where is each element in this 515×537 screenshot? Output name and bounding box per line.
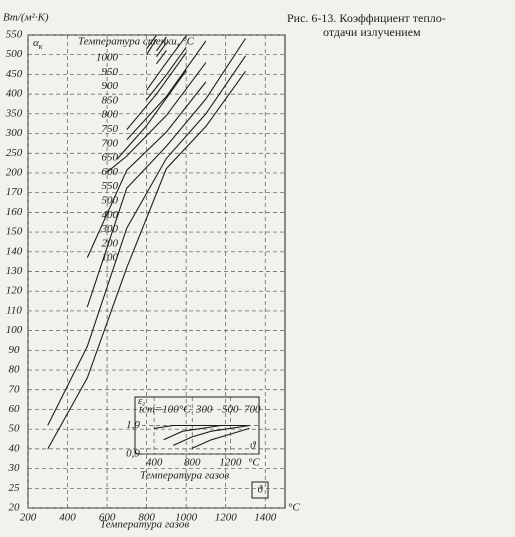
- y-tick-label: 50: [9, 423, 21, 435]
- series-label: 700: [244, 404, 261, 416]
- y-tick-label: 150: [6, 226, 23, 238]
- series-title: Температура стенки, °C: [78, 36, 195, 48]
- x-unit: °C: [288, 502, 300, 514]
- y-tick-label: 200: [6, 166, 23, 178]
- y-symbol: αк: [33, 37, 43, 51]
- y-tick-label: 110: [6, 304, 22, 316]
- series-label: tст=100°C: [139, 404, 191, 416]
- series-label: 700: [102, 137, 119, 149]
- series-label: 900: [102, 80, 119, 92]
- series-label: 600: [102, 166, 119, 178]
- inset-y-symbol-main: ε: [138, 395, 143, 407]
- series-label: 750: [102, 123, 119, 135]
- y-symbol-sub: к: [39, 42, 43, 51]
- x-tick-label: 400: [59, 512, 76, 524]
- caption-line: отдачи излучением: [323, 25, 421, 39]
- y-tick-label: 70: [9, 383, 21, 395]
- series-label: 950: [102, 66, 119, 78]
- y-symbol-main: α: [33, 37, 39, 49]
- data-line: [86, 81, 207, 258]
- data-line: [146, 34, 157, 50]
- series-label: 550: [102, 180, 119, 192]
- data-line: [47, 70, 246, 450]
- series-label: 1000: [96, 52, 119, 64]
- x-tick-label: 1200: [215, 512, 238, 524]
- inset-y-symbol: εг: [138, 395, 145, 408]
- inset-x-unit: °C: [248, 457, 260, 469]
- series-label: 300: [101, 223, 119, 235]
- data-line: [146, 46, 187, 100]
- data-line: [156, 50, 167, 65]
- y-tick-label: 20: [9, 502, 21, 514]
- y-tick-label: 40: [9, 442, 21, 454]
- y-tick-label: 100: [6, 324, 23, 336]
- y-tick-label: 60: [9, 403, 21, 415]
- y-tick-label: 130: [6, 265, 23, 277]
- data-line: [191, 427, 250, 449]
- y-tick-label: 25: [9, 482, 21, 494]
- y-tick-label: 30: [8, 462, 21, 474]
- inset-x-label: Температура газов: [140, 470, 229, 482]
- series-label: 100: [102, 252, 119, 264]
- data-line: [172, 424, 250, 446]
- data-line: [126, 40, 207, 141]
- caption-line: Рис. 6-13. Коэффициент тепло-: [287, 11, 446, 25]
- symbol: ϑ: [257, 484, 263, 496]
- data-line: [86, 38, 246, 308]
- data-line: [156, 36, 167, 52]
- data-line: [116, 70, 187, 160]
- x-tick-label: 600: [99, 512, 116, 524]
- x-tick-label: 1200: [219, 457, 242, 469]
- inset-y-symbol-sub: г: [142, 400, 145, 408]
- y-tick-label: 400: [6, 88, 23, 100]
- series-label: 300: [195, 404, 213, 416]
- data-line: [146, 38, 157, 55]
- series-label: 400: [102, 209, 119, 221]
- y-tick-label: 550: [6, 29, 23, 41]
- series-label: 200: [102, 237, 119, 249]
- data-line: [146, 35, 187, 91]
- y-tick-label: 300: [5, 127, 23, 139]
- x-tick-label: 800: [184, 457, 201, 469]
- series-label: 500: [102, 195, 119, 207]
- data-line: [163, 424, 250, 441]
- x-tick-label: 1000: [175, 512, 198, 524]
- x-label: Температура газов: [100, 519, 189, 531]
- y-tick-label: 500: [6, 48, 23, 60]
- y-tick-label: 90: [9, 344, 21, 356]
- y-tick-label: 250: [6, 147, 23, 159]
- series-label: 800: [102, 109, 119, 121]
- x-tick-label: 200: [20, 512, 37, 524]
- data-line: [106, 62, 207, 173]
- y-tick-label: 450: [6, 68, 23, 80]
- inset-symbol: ϑ: [250, 440, 256, 452]
- x-tick-label: 400: [146, 457, 163, 469]
- x-tick-label: 1400: [254, 512, 277, 524]
- data-line: [156, 42, 167, 58]
- series-label: 650: [102, 152, 119, 164]
- y-tick-label: 120: [6, 285, 23, 297]
- y-tick-label: 170: [6, 186, 23, 198]
- y-tick-label: 140: [6, 245, 23, 257]
- symbol-box: [251, 481, 269, 499]
- y-tick-label: 350: [5, 107, 23, 119]
- x-tick-label: 800: [138, 512, 155, 524]
- y-tick-label: 80: [9, 364, 21, 376]
- y-tick-label: 1,0: [126, 419, 140, 431]
- data-line: [47, 55, 246, 426]
- y-tick-label: 0,9: [126, 448, 140, 460]
- data-line: [126, 52, 187, 130]
- y-unit: Вт/(м²·К): [3, 12, 49, 24]
- series-label: 500: [222, 404, 239, 416]
- series-label: 850: [102, 94, 119, 106]
- y-tick-label: 160: [6, 206, 23, 218]
